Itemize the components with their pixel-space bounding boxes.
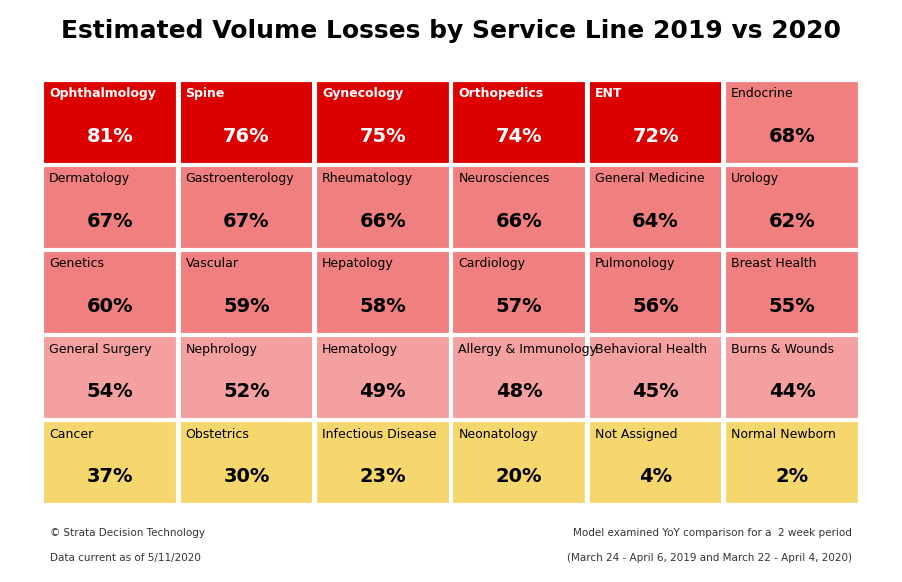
Text: Behavioral Health: Behavioral Health <box>594 343 707 356</box>
Text: Infectious Disease: Infectious Disease <box>322 428 437 441</box>
Bar <box>454 81 584 163</box>
Text: Normal Newborn: Normal Newborn <box>732 428 836 441</box>
Bar <box>44 251 176 333</box>
Bar <box>44 81 176 163</box>
Text: Genetics: Genetics <box>50 257 105 271</box>
Text: Orthopedics: Orthopedics <box>458 87 544 100</box>
Bar <box>318 422 448 503</box>
Text: Endocrine: Endocrine <box>732 87 794 100</box>
Text: Rheumatology: Rheumatology <box>322 172 413 185</box>
Bar <box>454 251 584 333</box>
Bar <box>180 81 312 163</box>
Text: ENT: ENT <box>594 87 622 100</box>
Text: 66%: 66% <box>359 212 406 230</box>
Text: 2%: 2% <box>776 467 808 486</box>
Text: Urology: Urology <box>732 172 779 185</box>
Bar <box>590 251 722 333</box>
Text: 62%: 62% <box>769 212 815 230</box>
Bar <box>318 166 448 248</box>
Text: 81%: 81% <box>87 126 133 146</box>
Text: Cardiology: Cardiology <box>458 257 525 271</box>
Text: 66%: 66% <box>496 212 543 230</box>
Text: 64%: 64% <box>632 212 679 230</box>
Text: 59%: 59% <box>223 297 270 316</box>
Text: Not Assigned: Not Assigned <box>594 428 677 441</box>
Text: Neurosciences: Neurosciences <box>458 172 549 185</box>
Text: (March 24 - April 6, 2019 and March 22 - April 4, 2020): (March 24 - April 6, 2019 and March 22 -… <box>567 553 852 563</box>
Text: Ophthalmology: Ophthalmology <box>50 87 156 100</box>
Text: Estimated Volume Losses by Service Line 2019 vs 2020: Estimated Volume Losses by Service Line … <box>61 19 841 42</box>
Text: Dermatology: Dermatology <box>50 172 131 185</box>
Text: 49%: 49% <box>360 382 406 401</box>
Text: 57%: 57% <box>496 297 542 316</box>
Bar <box>44 422 176 503</box>
Bar <box>454 422 584 503</box>
Text: Breast Health: Breast Health <box>732 257 816 271</box>
Text: Obstetrics: Obstetrics <box>186 428 250 441</box>
Text: © Strata Decision Technology: © Strata Decision Technology <box>50 528 205 538</box>
Text: Cancer: Cancer <box>50 428 94 441</box>
Text: 45%: 45% <box>632 382 679 401</box>
Bar <box>726 337 858 418</box>
Bar <box>44 166 176 248</box>
Text: General Medicine: General Medicine <box>594 172 704 185</box>
Text: 37%: 37% <box>87 467 133 486</box>
Bar <box>318 337 448 418</box>
Text: 52%: 52% <box>223 382 270 401</box>
Bar <box>318 251 448 333</box>
Bar <box>318 81 448 163</box>
Text: Gynecology: Gynecology <box>322 87 403 100</box>
Bar <box>180 337 312 418</box>
Bar <box>44 337 176 418</box>
Text: 23%: 23% <box>360 467 406 486</box>
Text: Pulmonology: Pulmonology <box>594 257 675 271</box>
Text: Model examined YoY comparison for a  2 week period: Model examined YoY comparison for a 2 we… <box>573 528 852 538</box>
Bar <box>180 166 312 248</box>
Text: 67%: 67% <box>223 212 270 230</box>
Text: Nephrology: Nephrology <box>186 343 257 356</box>
Text: 68%: 68% <box>769 126 815 146</box>
Text: 44%: 44% <box>769 382 815 401</box>
Bar <box>180 422 312 503</box>
Bar <box>726 166 858 248</box>
Bar <box>726 251 858 333</box>
Text: 75%: 75% <box>360 126 406 146</box>
Text: 60%: 60% <box>87 297 133 316</box>
Text: 67%: 67% <box>87 212 133 230</box>
Text: 48%: 48% <box>496 382 543 401</box>
Text: Vascular: Vascular <box>186 257 239 271</box>
Text: Data current as of 5/11/2020: Data current as of 5/11/2020 <box>50 553 201 563</box>
Text: 58%: 58% <box>359 297 406 316</box>
Text: 20%: 20% <box>496 467 542 486</box>
Bar <box>590 81 722 163</box>
Text: Gastroenterology: Gastroenterology <box>186 172 294 185</box>
Text: Spine: Spine <box>186 87 225 100</box>
Text: Neonatology: Neonatology <box>458 428 538 441</box>
Bar <box>726 81 858 163</box>
Bar <box>454 337 584 418</box>
Text: 56%: 56% <box>632 297 679 316</box>
Bar <box>590 166 722 248</box>
Text: 55%: 55% <box>769 297 815 316</box>
Text: Allergy & Immunology: Allergy & Immunology <box>458 343 597 356</box>
Bar <box>726 422 858 503</box>
Bar <box>590 337 722 418</box>
Text: 30%: 30% <box>223 467 270 486</box>
Text: General Surgery: General Surgery <box>50 343 152 356</box>
Text: 76%: 76% <box>223 126 270 146</box>
Text: Burns & Wounds: Burns & Wounds <box>732 343 834 356</box>
Bar <box>454 166 584 248</box>
Text: Hepatology: Hepatology <box>322 257 394 271</box>
Bar <box>180 251 312 333</box>
Text: 72%: 72% <box>632 126 679 146</box>
Text: Hematology: Hematology <box>322 343 398 356</box>
Bar <box>590 422 722 503</box>
Text: 4%: 4% <box>639 467 672 486</box>
Text: 54%: 54% <box>87 382 133 401</box>
Text: 74%: 74% <box>496 126 542 146</box>
